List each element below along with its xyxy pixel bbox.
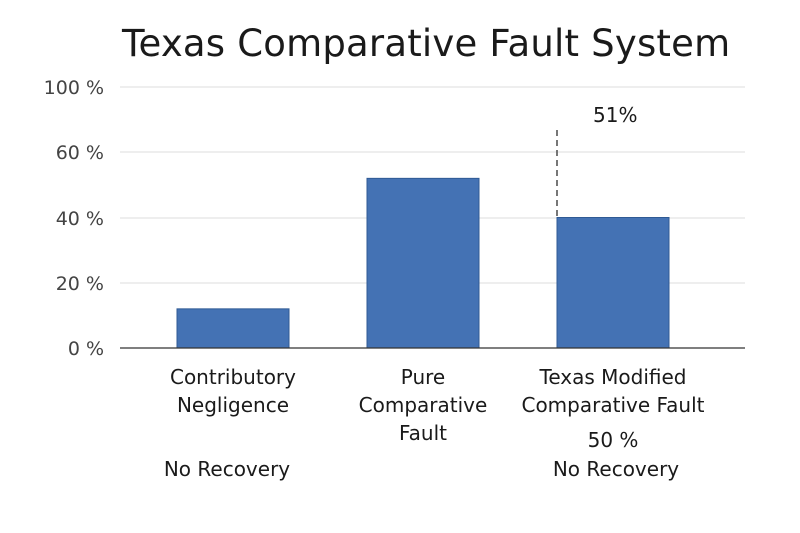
bar [556, 217, 670, 349]
y-tick-label: 60 % [56, 142, 104, 164]
bar [176, 308, 290, 349]
x-tick-label: Pure Comparative Fault [359, 365, 488, 445]
category-labels: Contributory Negligence Pure Comparative Fau… [170, 365, 705, 445]
threshold-label: 51% [593, 103, 637, 127]
bars [176, 177, 670, 349]
bar1-recovery-note: No Recovery [164, 457, 290, 481]
y-tick-label: 20 % [56, 273, 104, 295]
y-tick-label: 40 % [56, 208, 104, 230]
y-axis-ticks: 0 % 20 % 40 % 60 % 100 % [44, 77, 104, 360]
bar [366, 177, 480, 349]
bar3-recovery-note: No Recovery [553, 457, 679, 481]
y-tick-label: 100 % [44, 77, 104, 99]
bar3-threshold-note: 50 % [588, 428, 639, 452]
x-tick-label: Texas Modified Comparative Fault [521, 365, 704, 417]
chart-title: Texas Comparative Fault System [122, 22, 731, 65]
x-tick-label: Contributory Negligence [170, 365, 296, 417]
y-tick-label: 0 % [68, 338, 104, 360]
